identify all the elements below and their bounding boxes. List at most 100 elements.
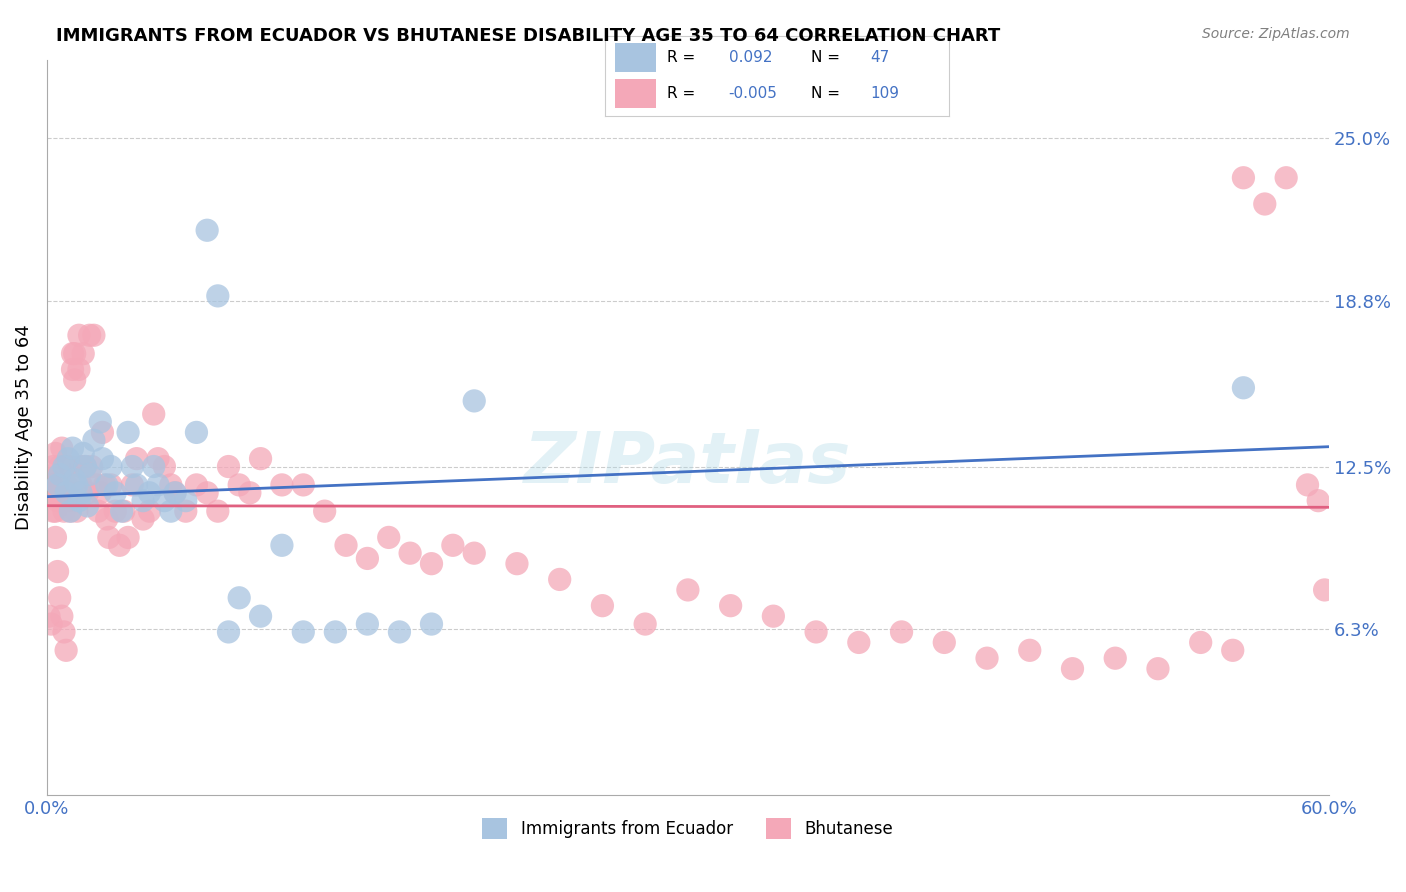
Point <box>1147 662 1170 676</box>
Point <box>55 459 77 474</box>
Point <box>356 551 378 566</box>
Point <box>91 451 114 466</box>
Point <box>388 624 411 639</box>
Point <box>117 425 139 440</box>
Text: 47: 47 <box>870 50 889 65</box>
Point <box>676 582 699 597</box>
Point <box>44 504 66 518</box>
Point <box>146 451 169 466</box>
Point <box>63 346 86 360</box>
Point <box>67 328 90 343</box>
Point <box>58 493 80 508</box>
Point <box>271 538 294 552</box>
Point <box>111 504 134 518</box>
Point <box>441 538 464 552</box>
Point <box>76 499 98 513</box>
Point <box>46 478 69 492</box>
Point <box>1062 662 1084 676</box>
Point <box>634 617 657 632</box>
Point <box>67 362 90 376</box>
Text: -0.005: -0.005 <box>728 86 778 101</box>
Point <box>138 504 160 518</box>
Point <box>1296 478 1319 492</box>
Point <box>132 493 155 508</box>
Point <box>87 504 110 518</box>
Point <box>93 478 115 492</box>
Point <box>53 485 76 500</box>
Point <box>207 504 229 518</box>
Point <box>44 446 66 460</box>
Point <box>218 624 240 639</box>
Point <box>46 493 69 508</box>
Point <box>59 459 82 474</box>
Point <box>186 478 208 492</box>
Point <box>67 493 90 508</box>
Text: IMMIGRANTS FROM ECUADOR VS BHUTANESE DISABILITY AGE 35 TO 64 CORRELATION CHART: IMMIGRANTS FROM ECUADOR VS BHUTANESE DIS… <box>56 27 1001 45</box>
Point <box>42 459 65 474</box>
Point <box>239 485 262 500</box>
Point <box>121 459 143 474</box>
Point <box>72 346 94 360</box>
Point <box>51 441 73 455</box>
Point <box>207 289 229 303</box>
Text: ZIPatlas: ZIPatlas <box>524 429 852 499</box>
Point <box>335 538 357 552</box>
Point <box>44 530 66 544</box>
Point <box>39 478 62 492</box>
Point <box>132 512 155 526</box>
Point <box>848 635 870 649</box>
Point <box>79 467 101 482</box>
Point <box>112 504 135 518</box>
Point <box>70 459 93 474</box>
Text: 0.092: 0.092 <box>728 50 772 65</box>
Point <box>1275 170 1298 185</box>
Point <box>159 504 181 518</box>
Point <box>591 599 613 613</box>
Point <box>399 546 422 560</box>
Point <box>66 504 89 518</box>
Point <box>1254 197 1277 211</box>
Point <box>218 459 240 474</box>
Point <box>91 425 114 440</box>
Point <box>121 478 143 492</box>
Point <box>53 504 76 518</box>
Point <box>228 478 250 492</box>
Point <box>195 223 218 237</box>
Point <box>174 493 197 508</box>
Point <box>195 485 218 500</box>
Text: Source: ZipAtlas.com: Source: ZipAtlas.com <box>1202 27 1350 41</box>
Point <box>72 446 94 460</box>
Point <box>51 609 73 624</box>
Point <box>292 478 315 492</box>
Legend: Immigrants from Ecuador, Bhutanese: Immigrants from Ecuador, Bhutanese <box>475 812 900 846</box>
Point <box>1308 493 1330 508</box>
Point <box>1232 170 1254 185</box>
Point <box>165 485 187 500</box>
Point <box>463 546 485 560</box>
Point <box>55 478 77 492</box>
Point <box>55 643 77 657</box>
Point <box>186 425 208 440</box>
Point <box>138 485 160 500</box>
Point <box>314 504 336 518</box>
Point <box>153 459 176 474</box>
Point <box>100 478 122 492</box>
Text: R =: R = <box>666 50 695 65</box>
Point <box>1018 643 1040 657</box>
Point <box>62 346 84 360</box>
Y-axis label: Disability Age 35 to 64: Disability Age 35 to 64 <box>15 325 32 530</box>
Point <box>55 485 77 500</box>
Point <box>96 512 118 526</box>
Point <box>79 328 101 343</box>
Point <box>39 617 62 632</box>
Point <box>108 538 131 552</box>
Point <box>1313 582 1336 597</box>
Point <box>104 504 127 518</box>
Point <box>66 485 89 500</box>
Point <box>53 459 76 474</box>
Point <box>70 478 93 492</box>
Point <box>59 504 82 518</box>
Point <box>249 609 271 624</box>
Point <box>420 557 443 571</box>
Text: N =: N = <box>811 86 841 101</box>
